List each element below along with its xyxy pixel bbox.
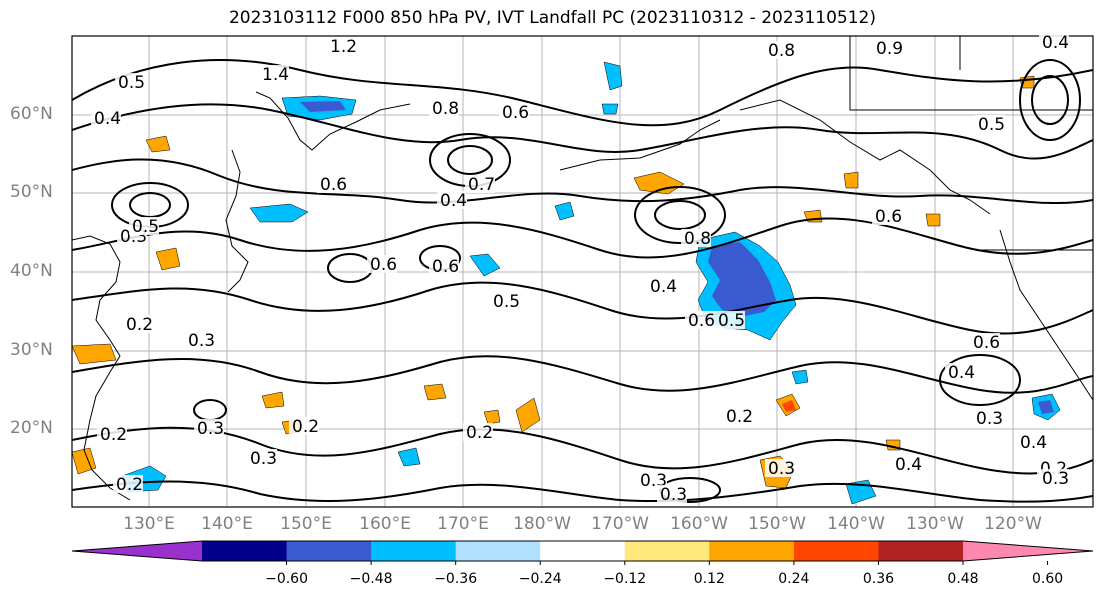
negative-anomaly-inner xyxy=(708,242,776,316)
colorbar-tick-label: 0.36 xyxy=(862,571,895,587)
contour-label: 0.3 xyxy=(660,485,687,505)
lon-tick-label: 150°E xyxy=(280,514,332,534)
colorbar-extend-low xyxy=(72,541,202,561)
contour-label: 0.2 xyxy=(726,407,753,427)
contour-label: 0.3 xyxy=(1042,469,1069,489)
colorbar-tick-label: 0.48 xyxy=(947,571,979,587)
colorbar-extend-high xyxy=(963,541,1093,561)
lon-tick-label: 160°E xyxy=(359,514,411,534)
colorbar-tick-label: 0.24 xyxy=(778,571,810,587)
contour-label: 0.8 xyxy=(768,41,795,61)
contour-label: 0.4 xyxy=(895,455,922,475)
contour-label: 0.4 xyxy=(1020,433,1047,453)
map-title: 2023103112 F000 850 hPa PV, IVT Landfall… xyxy=(228,8,876,28)
colorbar-tick-label: 0.60 xyxy=(1031,571,1064,587)
contour-label: 0.2 xyxy=(466,423,493,443)
contour-label: 1.2 xyxy=(330,37,357,57)
contour-label: 0.6 xyxy=(973,333,1000,353)
contour-label: 0.9 xyxy=(876,39,903,59)
contour-label: 0.5 xyxy=(718,311,745,331)
positive-anomaly xyxy=(633,171,685,195)
contour-label: 0.2 xyxy=(126,315,153,335)
lon-tick-label: 170°W xyxy=(591,514,649,534)
contour-label: 0.2 xyxy=(100,425,127,445)
lat-tick-label: 20°N xyxy=(10,418,53,438)
colorbar-tick-label: −0.36 xyxy=(434,571,478,587)
lat-tick-label: 50°N xyxy=(10,182,53,202)
colorbar-segment xyxy=(455,541,541,561)
lon-tick-label: 160°W xyxy=(670,514,728,534)
contour-label: 0.6 xyxy=(370,255,397,275)
contour-label: 0.3 xyxy=(250,449,277,469)
map-frame xyxy=(71,35,1094,508)
colorbar-segment xyxy=(878,541,964,561)
colorbar-segment xyxy=(371,541,457,561)
contour-label: 0.3 xyxy=(188,331,215,351)
colorbar-tick-label: −0.12 xyxy=(603,571,647,587)
lon-tick-label: 140°E xyxy=(201,514,253,534)
lon-tick-label: 130°W xyxy=(906,514,964,534)
lat-tick-label: 60°N xyxy=(10,104,53,124)
coastlines xyxy=(72,36,1093,501)
colorbar-tick-label: 0.12 xyxy=(693,571,725,587)
contour-label: 0.2 xyxy=(116,475,143,495)
contour-label: 1.4 xyxy=(262,65,289,85)
contour-label: 0.6 xyxy=(875,207,902,227)
contour-label: 0.5 xyxy=(493,292,520,312)
colorbar-tick-label: −0.24 xyxy=(518,571,562,587)
lon-tick-label: 150°W xyxy=(748,514,806,534)
contour-label: 0.6 xyxy=(688,311,715,331)
lon-tick-label: 180°W xyxy=(513,514,571,534)
contour-label: 0.4 xyxy=(440,191,467,211)
lon-tick-label: 170°E xyxy=(437,514,489,534)
contour-label: 0.8 xyxy=(684,229,711,249)
contour-label: 0.3 xyxy=(768,459,795,479)
contour-label: 0.4 xyxy=(94,109,121,129)
lon-tick-label: 140°W xyxy=(827,514,885,534)
contour-label: 0.7 xyxy=(468,175,495,195)
map-panel xyxy=(72,36,1093,507)
lat-tick-label: 40°N xyxy=(10,261,53,281)
colorbar-segment xyxy=(540,541,626,561)
contour-label: 0.3 xyxy=(976,409,1003,429)
contour-label: 0.6 xyxy=(320,175,347,195)
contour-label: 0.4 xyxy=(1042,33,1069,53)
contour-label: 0.6 xyxy=(432,257,459,277)
colorbar-segment xyxy=(624,541,710,561)
lon-tick-label: 120°W xyxy=(984,514,1042,534)
colorbar xyxy=(71,540,1094,565)
lat-tick-label: 30°N xyxy=(10,340,53,360)
contour-label: 0.5 xyxy=(118,73,145,93)
contour-label: 0.5 xyxy=(132,217,159,237)
colorbar-segment xyxy=(793,541,879,561)
colorbar-segment xyxy=(202,541,288,561)
contour-label: 0.5 xyxy=(978,115,1005,135)
lon-tick-label: 130°E xyxy=(123,514,175,534)
colorbar-segment xyxy=(709,541,795,561)
pv-contours xyxy=(72,59,1093,503)
contour-label: 0.4 xyxy=(948,363,975,383)
contour-label: 0.8 xyxy=(432,99,459,119)
contour-label: 0.2 xyxy=(292,417,319,437)
colorbar-tick-label: −0.60 xyxy=(265,571,308,587)
contour-label: 0.4 xyxy=(650,277,677,297)
colorbar-segment xyxy=(286,541,372,561)
contour-label: 0.6 xyxy=(502,103,529,123)
colorbar-tick-label: −0.48 xyxy=(349,571,393,587)
contour-label: 0.3 xyxy=(197,419,224,439)
contour-labels: 1.21.40.50.4 0.8 0.60.8 0.90.50.40.6 0.70.40… xyxy=(91,33,1069,505)
